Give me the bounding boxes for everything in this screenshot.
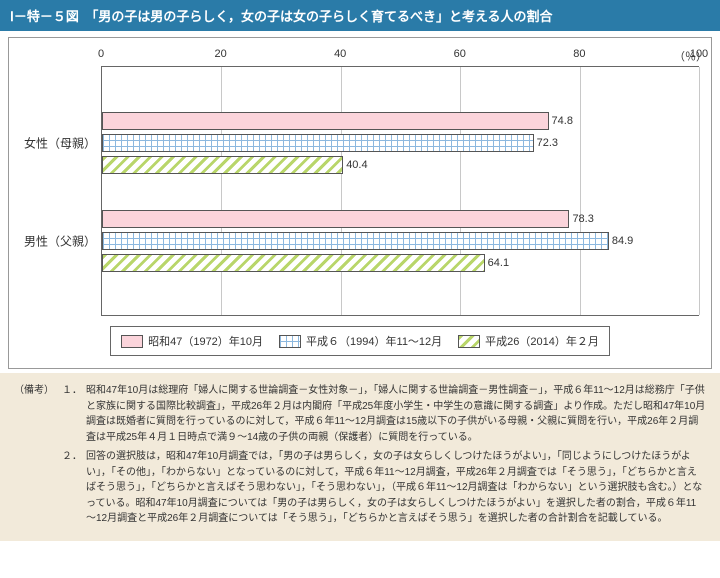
notes: （備考）１．昭和47年10月は総理府「婦人に関する世論調査－女性対象－」，「婦人… xyxy=(0,373,720,541)
axis-tick: 60 xyxy=(454,48,466,60)
bar-group: 女性（母親）74.872.340.4 xyxy=(102,112,699,174)
bar-group: 男性（父親）78.384.964.1 xyxy=(102,210,699,272)
notes-number: １． xyxy=(62,383,86,445)
chart-container: 100806040200 （％） 女性（母親）74.872.340.4男性（父親… xyxy=(8,37,712,369)
notes-text: 昭和47年10月は総理府「婦人に関する世論調査－女性対象－」，「婦人に関する世論… xyxy=(86,383,706,445)
bar: 72.3 xyxy=(102,134,534,152)
gridline xyxy=(460,67,461,315)
legend-label: 平成26（2014）年２月 xyxy=(485,333,599,349)
notes-row: ２．回答の選択肢は，昭和47年10月調査では，「男の子は男らしく，女の子は女らし… xyxy=(14,449,706,527)
legend-item: 平成６（1994）年11～12月 xyxy=(279,333,442,349)
axis-tick: 20 xyxy=(214,48,226,60)
group-label: 女性（母親） xyxy=(22,135,96,152)
gridline xyxy=(341,67,342,315)
bar: 40.4 xyxy=(102,156,343,174)
legend-swatch xyxy=(279,335,301,348)
legend-item: 昭和47（1972）年10月 xyxy=(121,333,263,349)
bar: 74.8 xyxy=(102,112,549,130)
bar: 84.9 xyxy=(102,232,609,250)
legend-item: 平成26（2014）年２月 xyxy=(458,333,599,349)
bar-value: 78.3 xyxy=(572,213,593,225)
bar-value: 40.4 xyxy=(346,159,367,171)
bar-value: 72.3 xyxy=(537,137,558,149)
bar: 78.3 xyxy=(102,210,569,228)
axis-tick: 40 xyxy=(334,48,346,60)
notes-number: ２． xyxy=(62,449,86,527)
bar: 64.1 xyxy=(102,254,485,272)
notes-text: 回答の選択肢は，昭和47年10月調査では，「男の子は男らしく，女の子は女らしくし… xyxy=(86,449,706,527)
legend: 昭和47（1972）年10月 平成６（1994）年11～12月 平成26（2014）… xyxy=(110,326,610,356)
gridline xyxy=(699,67,700,315)
gridline xyxy=(221,67,222,315)
axis-tick: 80 xyxy=(573,48,585,60)
legend-swatch xyxy=(458,335,480,348)
legend-swatch xyxy=(121,335,143,348)
bar-value: 84.9 xyxy=(612,235,633,247)
legend-label: 平成６（1994）年11～12月 xyxy=(306,333,442,349)
notes-row: （備考）１．昭和47年10月は総理府「婦人に関する世論調査－女性対象－」，「婦人… xyxy=(14,383,706,445)
notes-head xyxy=(14,449,62,527)
chart-title: Ⅰ－特－５図 「男の子は男の子らしく，女の子は女の子らしく育てるべき」と考える人… xyxy=(0,0,720,31)
notes-head: （備考） xyxy=(14,383,62,445)
bar-value: 74.8 xyxy=(552,115,573,127)
bar-value: 64.1 xyxy=(488,257,509,269)
plot-area: 女性（母親）74.872.340.4男性（父親）78.384.964.1 xyxy=(101,66,699,316)
legend-label: 昭和47（1972）年10月 xyxy=(148,333,263,349)
gridline xyxy=(580,67,581,315)
axis-tick: 0 xyxy=(98,48,104,60)
group-label: 男性（父親） xyxy=(22,233,96,250)
axis-unit: （％） xyxy=(674,48,707,64)
x-axis: 100806040200 （％） xyxy=(101,48,699,66)
